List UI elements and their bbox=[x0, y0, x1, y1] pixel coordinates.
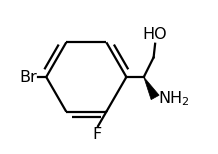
Text: HO: HO bbox=[143, 27, 167, 42]
Text: NH$_2$: NH$_2$ bbox=[158, 89, 189, 107]
Text: F: F bbox=[93, 127, 102, 142]
Text: Br: Br bbox=[20, 69, 37, 85]
Polygon shape bbox=[144, 77, 159, 100]
